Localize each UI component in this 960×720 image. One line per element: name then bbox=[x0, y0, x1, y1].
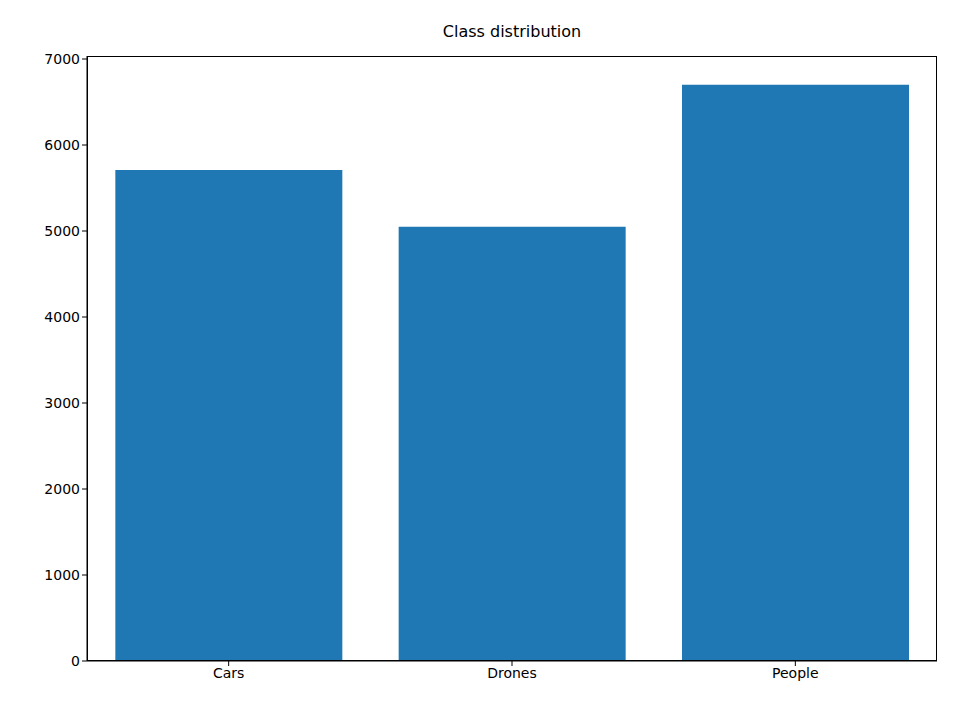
svg-text:2000: 2000 bbox=[44, 481, 80, 497]
svg-text:7000: 7000 bbox=[44, 51, 80, 67]
svg-text:0: 0 bbox=[71, 653, 80, 669]
svg-text:4000: 4000 bbox=[44, 309, 80, 325]
svg-text:Cars: Cars bbox=[213, 665, 244, 681]
svg-text:People: People bbox=[772, 665, 819, 681]
svg-text:1000: 1000 bbox=[44, 567, 80, 583]
svg-text:5000: 5000 bbox=[44, 223, 80, 239]
html-text:Class distribution: Class distribution bbox=[442, 22, 582, 41]
svg-text:3000: 3000 bbox=[44, 395, 80, 411]
svg-text:6000: 6000 bbox=[44, 137, 80, 153]
svg-text:Drones: Drones bbox=[487, 665, 537, 681]
